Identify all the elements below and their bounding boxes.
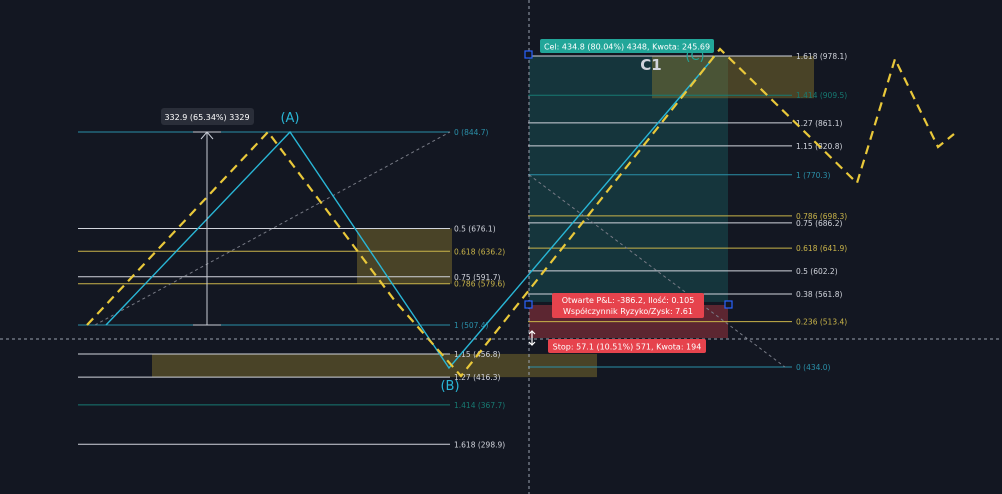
supply-zone-left bbox=[357, 228, 452, 284]
handle-entry-left[interactable] bbox=[524, 300, 533, 309]
pattern-lines-layer bbox=[86, 47, 955, 378]
fib-right-label: 0.786 (698.3) bbox=[796, 212, 847, 221]
fib-left-label: 0.5 (676.1) bbox=[454, 224, 496, 233]
point-label-b: (B) bbox=[440, 379, 459, 394]
fib-left-label: 0 (844.7) bbox=[454, 128, 489, 137]
trend-dashed-left bbox=[94, 131, 451, 326]
target-zone bbox=[529, 56, 728, 302]
fib-left-label: 0.75 (591.7) bbox=[454, 273, 500, 282]
fib-left-label: 0.786 (579.6) bbox=[454, 280, 505, 289]
fib-left-label: 1.27 (416.3) bbox=[454, 373, 500, 382]
fib-right-label: 0.5 (602.2) bbox=[796, 267, 838, 276]
fib-right-label: 0.236 (513.4) bbox=[796, 318, 847, 327]
point-label-a: (A) bbox=[280, 111, 299, 126]
fib-levels-layer: 0 (844.7) 0.5 (676.1) 0.618 (636.2) 0.75 (5… bbox=[78, 52, 847, 449]
measure-tool[interactable]: 332.9 (65.34%) 3329 bbox=[161, 108, 254, 326]
fib-left-label: 1 (507.4) bbox=[454, 321, 489, 330]
fib-right-label: 0.618 (641.9) bbox=[796, 244, 847, 253]
fib-right-label: 0.38 (561.8) bbox=[796, 290, 842, 299]
long-position-tool[interactable]: Cel: 434.8 (80.04%) 4348, Kwota: 245.69 … bbox=[524, 39, 733, 353]
fib-left-label: 0.618 (636.2) bbox=[454, 247, 505, 256]
handle-entry-right[interactable] bbox=[724, 300, 733, 309]
target-label-box bbox=[540, 39, 714, 53]
target-label: Cel: 434.8 (80.04%) 4348, Kwota: 245.69 bbox=[544, 43, 710, 52]
pnl-label: Otwarte P&L: -386.2, Ilość: 0.105 bbox=[562, 295, 695, 305]
fib-right-label: 0 (434.0) bbox=[796, 363, 831, 372]
demand-zone-bottom bbox=[152, 353, 597, 378]
abc-pattern-line[interactable] bbox=[105, 55, 716, 370]
fib-right-label: 1.27 (861.1) bbox=[796, 119, 842, 128]
stop-label: Stop: 57.1 (10.51%) 571, Kwota: 194 bbox=[553, 343, 702, 352]
fib-right-label: 1 (770.3) bbox=[796, 171, 831, 180]
fib-right-label: 0.75 (686.2) bbox=[796, 219, 842, 228]
fib-left-label: 1.414 (367.7) bbox=[454, 401, 505, 410]
ratio-label: Współczynnik Ryzyko/Zysk: 7.61 bbox=[563, 306, 693, 316]
resize-cursor-icon bbox=[528, 330, 536, 346]
measure-arrowhead-icon bbox=[200, 131, 214, 140]
fib-right-label: 1.414 (909.5) bbox=[796, 91, 847, 100]
zones-layer bbox=[152, 56, 814, 378]
measure-label: 332.9 (65.34%) 3329 bbox=[164, 113, 249, 122]
measure-label-box bbox=[161, 108, 254, 125]
fib-left-label: 1.618 (298.9) bbox=[454, 440, 505, 449]
stop-label-box bbox=[548, 339, 706, 353]
handle-target[interactable] bbox=[524, 50, 533, 59]
projection-path[interactable] bbox=[86, 47, 955, 378]
pnl-label-box bbox=[552, 293, 704, 318]
trend-dashed-right bbox=[528, 174, 786, 368]
cycle-label: C1 bbox=[640, 56, 661, 74]
fib-right-label: 1.618 (978.1) bbox=[796, 52, 847, 61]
